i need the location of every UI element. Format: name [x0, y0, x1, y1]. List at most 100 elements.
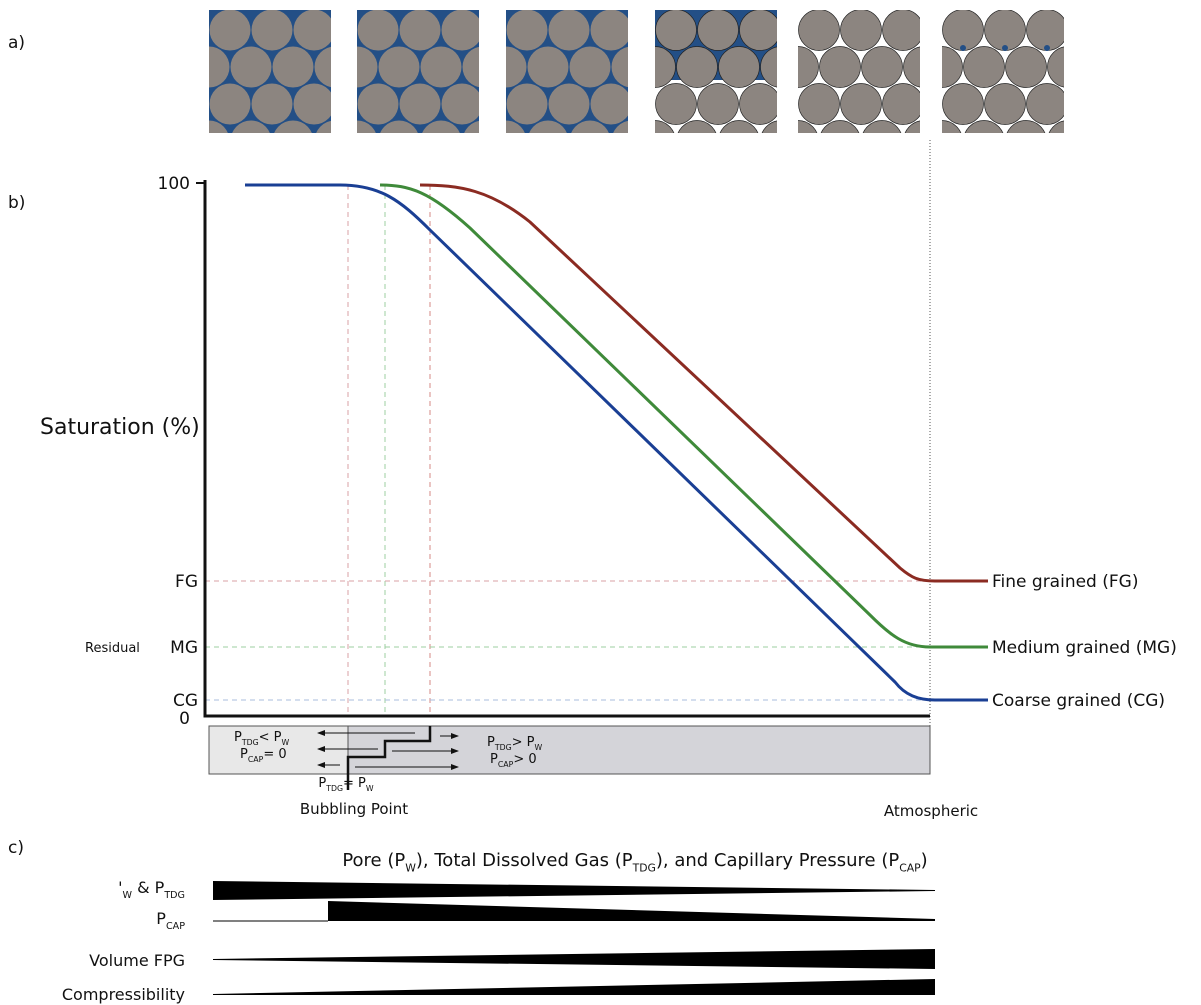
pore-square [655, 10, 777, 133]
grain [506, 46, 527, 88]
grain [697, 10, 739, 51]
y-bottom: 0 [179, 709, 190, 729]
text-part: Compressibility [62, 985, 185, 1004]
bubbling-step [346, 726, 432, 790]
grain [293, 83, 331, 125]
grain [942, 120, 962, 133]
grain [293, 10, 331, 51]
rich-text: PCAP> 0 [490, 752, 537, 769]
text-part: & P [132, 878, 165, 897]
rich-text: Volume FPG [89, 951, 185, 970]
grain [441, 10, 479, 51]
grain [251, 10, 293, 51]
grain [462, 46, 479, 88]
grain [1006, 120, 1046, 133]
grain [272, 46, 314, 88]
arrows [317, 730, 459, 770]
grain [676, 46, 718, 88]
grain [655, 10, 697, 51]
grain [942, 10, 984, 51]
saturation-curve [245, 183, 988, 702]
atmospheric-label: Atmospheric [884, 802, 978, 820]
text-part: P [490, 752, 498, 767]
grain [464, 120, 479, 133]
grain [903, 46, 920, 88]
grain [316, 120, 331, 133]
grain [506, 120, 525, 133]
curves: Fine grained (FG) Medium grained (MG) Coar… [245, 183, 1177, 711]
subscript: TDG [632, 861, 656, 874]
mg-label: MG [170, 638, 198, 658]
grain [984, 10, 1026, 51]
subscript: CAP [899, 861, 921, 874]
grain [569, 46, 611, 88]
grain [862, 120, 902, 133]
grain [209, 83, 251, 125]
grain [357, 10, 399, 51]
grain [209, 46, 230, 88]
subscript: W [535, 743, 543, 752]
grain [527, 46, 569, 88]
saturation-curve [419, 183, 988, 583]
text-part: Pore (P [342, 850, 405, 871]
saturation-curve [379, 183, 988, 649]
pore-square [506, 10, 634, 133]
water-film [1128, 45, 1134, 51]
grain [882, 10, 920, 51]
wedges [213, 881, 935, 995]
grain [719, 120, 759, 133]
grain [147, 121, 188, 162]
grain [357, 46, 378, 88]
grain [274, 120, 312, 133]
curve-label: Fine grained (FG) [992, 572, 1138, 592]
subscript: CAP [248, 755, 264, 764]
grain [655, 83, 697, 125]
grain [420, 46, 462, 88]
grain [422, 120, 460, 133]
grain [378, 46, 420, 88]
text-part: > 0 [513, 752, 536, 767]
grain [739, 83, 777, 125]
grain [882, 83, 920, 125]
text-part: Volume FPG [89, 951, 185, 970]
text-part: ) [921, 850, 928, 871]
grain [613, 120, 628, 133]
rich-text: PCAP [156, 909, 185, 932]
grain [739, 10, 777, 51]
grain [147, 47, 188, 88]
grain [840, 83, 882, 125]
grain [168, 84, 209, 125]
panel-label: a) [8, 33, 25, 53]
subscript: W [123, 890, 133, 901]
grain [1005, 46, 1047, 88]
grain [1026, 10, 1064, 51]
grain [314, 46, 331, 88]
grain [963, 46, 1005, 88]
grain [571, 120, 609, 133]
guides [205, 140, 988, 776]
text-part: P [156, 909, 166, 928]
y-axis-title: Saturation (%) [40, 415, 200, 440]
water-film [1002, 45, 1008, 51]
panel-label: c) [8, 838, 24, 858]
grain [655, 120, 675, 133]
bubble [482, 49, 484, 51]
text-part: P [240, 747, 248, 762]
text-part: ' [118, 878, 122, 897]
grain [761, 120, 777, 133]
rich-text: PTDG= PW [318, 776, 374, 793]
subscript: CAP [166, 921, 185, 932]
text-part: > P [512, 735, 535, 750]
grain [209, 10, 251, 51]
subscript: CAP [498, 760, 514, 769]
grain [548, 10, 590, 51]
grain [718, 46, 760, 88]
pore-square [357, 10, 484, 133]
text-part: = 0 [263, 747, 286, 762]
bubble [629, 48, 634, 53]
grain [357, 83, 399, 125]
grain [611, 46, 628, 88]
grain [798, 10, 840, 51]
